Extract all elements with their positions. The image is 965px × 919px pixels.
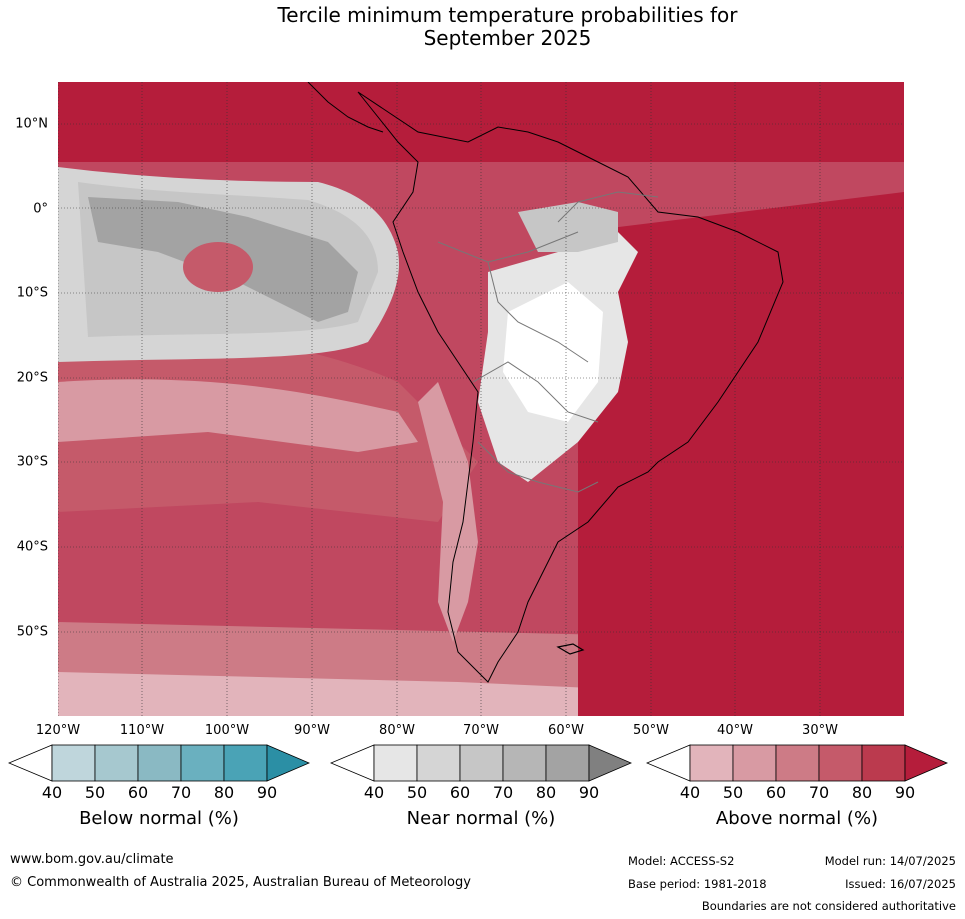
colorbar-below-tick-60: 60 <box>127 783 149 802</box>
boundaries-disclaimer: Boundaries are not considered authoritat… <box>701 899 956 913</box>
lat-label-10n: 10°N <box>15 116 48 132</box>
colorbar-above-normal <box>646 744 948 782</box>
lon-label-40w: 40°W <box>717 723 753 738</box>
lon-label-50w: 50°W <box>633 723 669 738</box>
colorbar-below-tick-40: 40 <box>41 783 63 802</box>
colorbar-above-title: Above normal (%) <box>715 808 879 829</box>
colorbar-below-tick-90: 90 <box>256 783 278 802</box>
colorbar-near-seg-3 <box>459 744 504 782</box>
region-pacific-mid-light <box>58 379 418 452</box>
colorbar-below-seg-6 <box>266 744 310 782</box>
colorbar-below-seg-4 <box>180 744 225 782</box>
region-atlantic-dark <box>578 192 904 716</box>
colorbar-below-tick-50: 50 <box>84 783 106 802</box>
lon-label-100w: 100°W <box>204 723 250 738</box>
colorbar-above-seg-1 <box>689 744 734 782</box>
region-andes <box>418 382 478 642</box>
colorbar-above-tick-90: 90 <box>894 783 916 802</box>
colorbar-above-seg-5 <box>861 744 906 782</box>
probability-map <box>58 82 904 716</box>
region-continent-white <box>503 282 603 422</box>
colorbar-near-tick-70: 70 <box>492 783 514 802</box>
colorbar-near-tick-60: 60 <box>449 783 471 802</box>
colorbar-above-tick-60: 60 <box>765 783 787 802</box>
issued-date: Issued: 16/07/2025 <box>845 877 956 891</box>
colorbar-below-seg-5 <box>223 744 268 782</box>
colorbar-below-normal <box>8 744 310 782</box>
lon-label-80w: 80°W <box>379 723 415 738</box>
colorbar-near-tick-80: 80 <box>535 783 557 802</box>
lon-label-110w: 110°W <box>119 723 165 738</box>
colorbar-below-seg-2 <box>94 744 139 782</box>
colorbar-above-seg-6 <box>904 744 948 782</box>
colorbar-near-tick-50: 50 <box>406 783 428 802</box>
lat-label-0: 0° <box>33 201 48 217</box>
colorbar-above-seg-3 <box>775 744 820 782</box>
colorbar-below-tick-80: 80 <box>213 783 235 802</box>
lat-label-20s: 20°S <box>16 370 48 386</box>
region-amazon-near <box>518 202 618 252</box>
model-name: Model: ACCESS-S2 <box>628 854 735 868</box>
lon-label-70w: 70°W <box>463 723 499 738</box>
colorbar-near-seg-5 <box>545 744 590 782</box>
colorbar-below-tick-70: 70 <box>170 783 192 802</box>
colorbar-near-tick-40: 40 <box>363 783 385 802</box>
map-svg <box>58 82 904 716</box>
colorbar-near-seg-6 <box>588 744 632 782</box>
website-link[interactable]: www.bom.gov.au/climate <box>10 852 174 867</box>
colorbar-near-seg-1 <box>373 744 418 782</box>
map-graticule <box>58 82 904 716</box>
colorbar-near-seg-0 <box>330 744 375 782</box>
lon-label-90w: 90°W <box>294 723 330 738</box>
lat-label-50s: 50°S <box>16 624 48 640</box>
colorbar-above-seg-4 <box>818 744 863 782</box>
lat-label-10s: 10°S <box>16 285 48 301</box>
colorbar-above-tick-40: 40 <box>679 783 701 802</box>
colorbar-near-tick-90: 90 <box>578 783 600 802</box>
colorbar-above-seg-2 <box>732 744 777 782</box>
colorbar-near-seg-4 <box>502 744 547 782</box>
colorbar-below-seg-0 <box>8 744 53 782</box>
region-pacific-island-warm <box>183 242 253 292</box>
colorbar-near-normal <box>330 744 632 782</box>
lon-label-60w: 60°W <box>548 723 584 738</box>
colorbar-near-seg-2 <box>416 744 461 782</box>
colorbar-above-tick-50: 50 <box>722 783 744 802</box>
colorbar-above-seg-0 <box>646 744 691 782</box>
lat-label-40s: 40°S <box>16 539 48 555</box>
title-line-1: Tercile minimum temperature probabilitie… <box>277 3 738 27</box>
chart-title: Tercile minimum temperature probabilitie… <box>0 4 965 50</box>
title-line-2: September 2025 <box>423 26 592 50</box>
base-period: Base period: 1981-2018 <box>628 877 767 891</box>
colorbar-below-seg-3 <box>137 744 182 782</box>
colorbar-above-tick-70: 70 <box>808 783 830 802</box>
copyright-text: © Commonwealth of Australia 2025, Austra… <box>10 875 471 890</box>
coastline-south-america <box>357 91 784 683</box>
country-borders <box>437 191 659 493</box>
colorbar-below-title: Below normal (%) <box>79 808 239 829</box>
lon-label-30w: 30°W <box>802 723 838 738</box>
lat-label-30s: 30°S <box>16 454 48 470</box>
colorbar-below-seg-1 <box>51 744 96 782</box>
model-run-date: Model run: 14/07/2025 <box>824 854 956 868</box>
colorbar-above-tick-80: 80 <box>851 783 873 802</box>
lon-label-120w: 120°W <box>35 723 81 738</box>
colorbar-near-title: Near normal (%) <box>406 808 556 829</box>
coastline-falklands <box>556 643 585 655</box>
coastline-central-america <box>307 82 384 133</box>
